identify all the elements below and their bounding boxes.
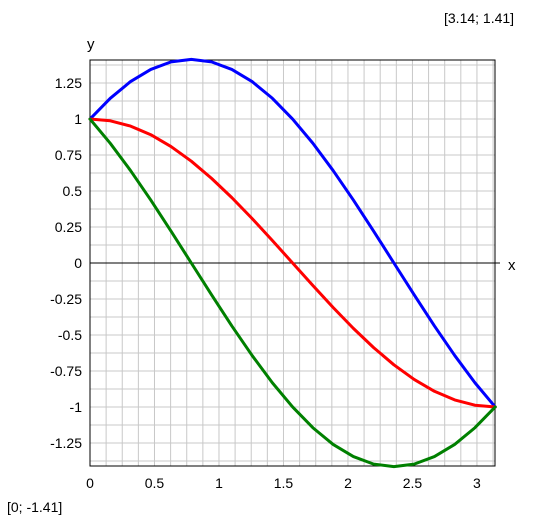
y-tick-labels: 1.25 1 0.75 0.5 0.25 0 -0.25 -0.5 -0.75 -1 -1.25 [50, 75, 82, 451]
x-tick-label: 1 [215, 475, 223, 491]
top-right-corner-label: [3.14; 1.41] [444, 10, 515, 26]
y-tick-label: -0.75 [50, 363, 82, 379]
y-tick-label: -0.5 [58, 327, 82, 343]
y-tick-label: -0.25 [50, 291, 82, 307]
series-line-1 [88, 57, 497, 409]
x-tick-label: 2 [344, 475, 352, 491]
y-tick-label: 0 [74, 255, 82, 271]
x-tick-labels: 0 0.5 1 1.5 2 2.5 3 [86, 475, 481, 491]
x-tick-label: 0 [86, 475, 94, 491]
y-tick-label: 0.5 [63, 183, 83, 199]
series-line-3 [88, 117, 497, 469]
x-tick-label: 3 [473, 475, 481, 491]
y-tick-label: -1.25 [50, 435, 82, 451]
x-tick-label: 0.5 [145, 475, 165, 491]
x-tick-label: 2.5 [403, 475, 423, 491]
y-tick-label: -1 [70, 399, 83, 415]
series-line-2 [88, 117, 497, 409]
y-tick-label: 1 [74, 111, 82, 127]
series-layer [88, 57, 497, 469]
y-tick-label: 0.25 [55, 219, 82, 235]
x-tick-label: 1.5 [274, 475, 294, 491]
y-axis-label: y [87, 36, 95, 53]
y-tick-label: 1.25 [55, 75, 82, 91]
bottom-left-corner-label: [0; -1.41] [7, 499, 63, 515]
x-axis-label: x [508, 257, 516, 274]
y-tick-label: 0.75 [55, 147, 82, 163]
